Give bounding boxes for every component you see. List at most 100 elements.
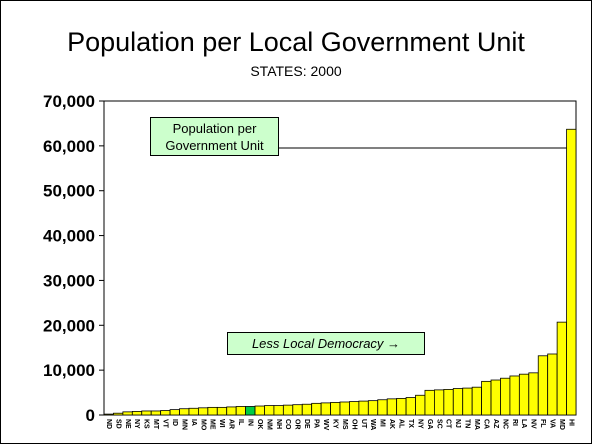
x-tick-label: WA	[369, 419, 376, 430]
x-tick-label: LA	[520, 419, 527, 428]
y-tick-label: 70,000	[43, 92, 95, 111]
y-tick-label: 60,000	[43, 137, 95, 156]
x-tick-label: WI	[218, 419, 225, 428]
x-tick-label: CA	[482, 419, 489, 429]
x-tick-label: MN	[180, 419, 187, 430]
bar-ut	[358, 400, 369, 416]
bar-ky	[330, 402, 341, 416]
x-tick-label: UT	[360, 419, 367, 429]
x-tick-label: SC	[435, 419, 442, 429]
bar-ri	[509, 375, 520, 416]
bar-il	[235, 406, 247, 416]
bar-ar	[226, 406, 237, 416]
bar-nh	[273, 405, 284, 416]
bar-ma	[471, 386, 483, 416]
chart-subtitle: STATES: 2000	[250, 63, 342, 79]
x-tick-label: KS	[143, 419, 150, 429]
x-tick-label: CT	[445, 419, 452, 429]
bar-ak	[386, 398, 398, 416]
x-tick-label: KY	[331, 419, 338, 429]
bar-ga	[424, 389, 435, 416]
x-tick-label: MI	[379, 419, 386, 427]
y-tick-label: 50,000	[43, 182, 95, 201]
bar-al	[396, 398, 407, 416]
bar-ia	[188, 407, 199, 416]
x-tick-label: MT	[152, 419, 159, 430]
bar-id	[169, 409, 180, 416]
bar-tn	[462, 387, 473, 416]
x-tick-label: PA	[313, 419, 320, 428]
bar-nv	[528, 372, 539, 416]
bar-wi	[216, 406, 228, 416]
bar-mi	[377, 399, 388, 416]
bar-ny	[131, 411, 143, 416]
bar-wa	[367, 400, 379, 416]
x-tick-label: MD	[558, 419, 565, 430]
x-tick-label: AR	[228, 419, 235, 429]
annotation-less-local-democracy: Less Local Democracy →	[227, 332, 425, 355]
y-tick-label: 40,000	[43, 227, 95, 246]
x-tick-label: SD	[114, 419, 121, 429]
y-tick-label: 30,000	[43, 271, 95, 290]
bar-sc	[433, 389, 445, 416]
x-tick-label: NH	[275, 419, 282, 429]
bar-nd	[103, 413, 114, 416]
x-tick-label: IA	[190, 419, 197, 426]
x-tick-label: ME	[209, 419, 216, 430]
x-tick-label: OR	[294, 419, 301, 430]
x-tick-label: AZ	[492, 419, 499, 429]
x-tick-label: ID	[171, 419, 178, 426]
bar-ks	[141, 410, 152, 416]
x-tick-label: MO	[199, 419, 206, 431]
x-tick-label: RI	[511, 419, 518, 426]
x-tick-label: IN	[246, 419, 253, 426]
x-tick-label: NY	[133, 419, 140, 429]
bar-de	[301, 403, 313, 416]
bar-fl	[537, 355, 549, 416]
bar-wv	[320, 402, 331, 416]
bar-mt	[150, 410, 162, 416]
x-tick-label: NJ	[454, 419, 461, 428]
bar-tx	[405, 397, 416, 416]
y-tick-label: 20,000	[43, 316, 95, 335]
bar-vt	[160, 410, 171, 416]
bar-in	[245, 406, 256, 416]
x-tick-label: CO	[284, 419, 291, 430]
bar-or	[292, 404, 303, 416]
y-tick-label: 10,000	[43, 361, 95, 380]
bar-ny	[415, 394, 426, 416]
bar-me	[207, 406, 218, 416]
bar-mn	[179, 408, 190, 416]
bar-co	[282, 404, 294, 416]
chart-title: Population per Local Government Unit	[67, 27, 525, 57]
x-tick-label: DE	[303, 419, 310, 429]
x-tick-label: GA	[426, 419, 433, 430]
y-tick-label: 0	[86, 406, 95, 425]
legend-label: Population per Government Unit	[150, 117, 279, 156]
bar-ca	[481, 380, 492, 416]
x-tick-label: NE	[124, 419, 131, 429]
bar-pa	[311, 402, 322, 416]
x-tick-label: MA	[473, 419, 480, 430]
x-tick-label: HI	[567, 419, 574, 426]
x-tick-label: NC	[501, 419, 508, 429]
bar-ct	[443, 389, 454, 416]
bar-hi	[566, 128, 577, 416]
x-tick-label: MS	[341, 419, 348, 430]
bar-ne	[122, 411, 133, 416]
x-tick-label: TN	[464, 419, 471, 428]
x-tick-label: NV	[530, 419, 537, 429]
bar-mo	[197, 407, 209, 416]
x-tick-label: AK	[388, 419, 395, 429]
x-tick-label: ND	[105, 419, 112, 429]
bar-la	[518, 373, 530, 416]
bar-az	[490, 379, 501, 416]
x-tick-label: OH	[350, 419, 357, 430]
bar-nm	[264, 405, 275, 416]
x-tick-label: OK	[256, 419, 263, 430]
x-tick-label: NM	[265, 419, 272, 430]
bar-sd	[113, 412, 124, 416]
bar-ok	[254, 405, 265, 416]
bar-va	[547, 353, 558, 416]
